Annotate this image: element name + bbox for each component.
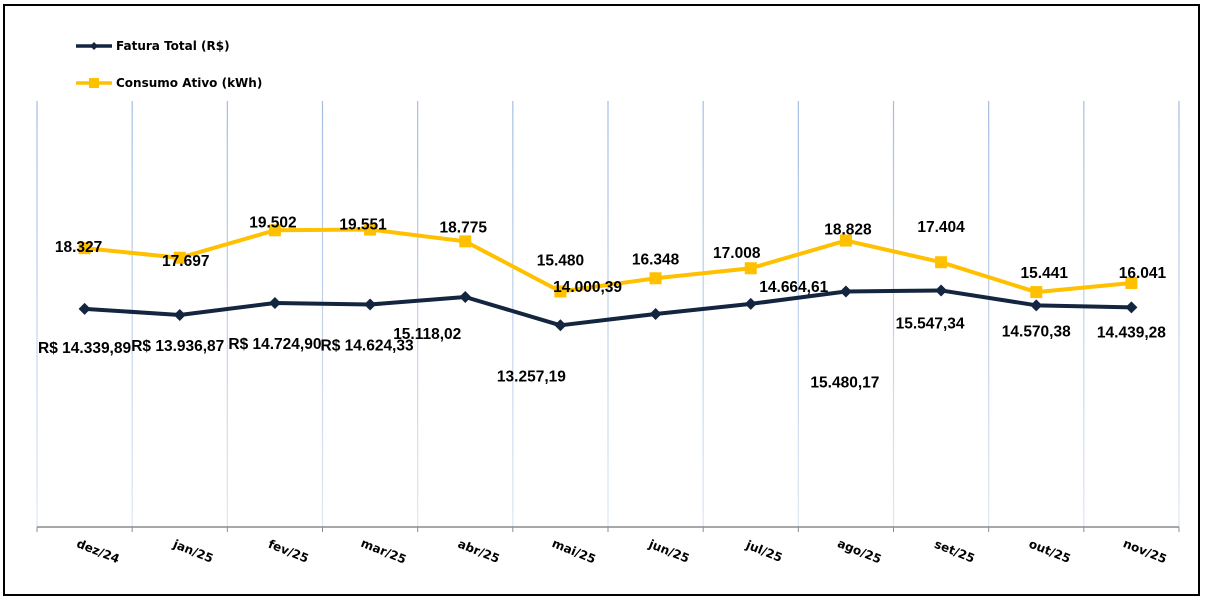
vertical-gridline	[131, 101, 133, 527]
x-tick-label: jul/25	[743, 537, 784, 565]
data-label-fatura: 13.257,19	[497, 368, 566, 385]
data-point-square	[839, 234, 852, 247]
data-point-diamond	[839, 285, 852, 298]
data-point-diamond	[268, 296, 281, 309]
data-point-diamond	[364, 298, 377, 311]
x-tick-label: abr/25	[456, 537, 502, 566]
data-label-fatura: 14.439,28	[1097, 324, 1166, 341]
vertical-gridline	[797, 101, 799, 527]
data-point-diamond	[173, 308, 186, 321]
series-fatura-total	[78, 284, 1138, 332]
data-labels: R$ 14.339,89 R$ 13.936,87 R$ 14.724,90 R$ 1…	[38, 214, 1166, 391]
data-point-square	[268, 224, 281, 237]
vertical-gridline	[1083, 101, 1085, 527]
vertical-gridline	[702, 101, 704, 527]
legend-label-consumo: Consumo Ativo (kWh)	[116, 76, 262, 90]
x-tick-label: nov/25	[1121, 536, 1169, 566]
data-label-consumo: 18.327	[55, 239, 102, 256]
data-label-consumo: 17.697	[162, 253, 209, 270]
series-layer	[78, 223, 1138, 332]
data-point-diamond	[554, 319, 567, 332]
data-label-consumo: 15.480	[537, 252, 584, 269]
x-tick-label: set/25	[932, 537, 976, 566]
vertical-gridline	[36, 101, 38, 527]
vertical-gridline	[1178, 101, 1180, 527]
data-point-diamond	[649, 307, 662, 320]
data-label-consumo: 19.551	[339, 217, 387, 234]
x-tick-label: jan/25	[170, 537, 215, 566]
data-point-square	[364, 223, 377, 236]
vertical-gridline	[226, 101, 228, 527]
series-consumo-ativo	[78, 223, 1138, 299]
data-label-consumo: 17.404	[917, 219, 965, 236]
data-point-square	[744, 262, 757, 275]
data-point-diamond	[1125, 301, 1138, 314]
data-label-consumo: 18.828	[824, 222, 872, 239]
data-point-diamond	[935, 284, 948, 297]
legend-label-fatura: Fatura Total (R$)	[116, 39, 230, 53]
legend-item-fatura[interactable]: Fatura Total (R$)	[76, 39, 230, 53]
x-tick-label: dez/24	[75, 536, 122, 566]
data-label-fatura: 14.000,39	[553, 279, 622, 296]
gridlines	[36, 101, 1180, 527]
series-line	[84, 227, 1132, 295]
data-label-consumo: 18.775	[440, 219, 488, 236]
vertical-gridline	[988, 101, 990, 527]
square-marker-icon	[89, 78, 99, 88]
data-point-diamond	[1030, 299, 1043, 312]
data-label-consumo: 15.441	[1021, 265, 1069, 282]
data-label-fatura: R$ 14.339,89	[38, 340, 131, 357]
x-axis	[36, 526, 1180, 532]
series-line	[84, 288, 1132, 328]
data-point-diamond	[459, 290, 472, 303]
x-tick-label: jun/25	[646, 537, 691, 566]
legend: Fatura Total (R$) Consumo Ativo (kWh)	[76, 39, 262, 90]
data-label-fatura: R$ 13.936,87	[131, 338, 224, 355]
data-point-square	[1125, 276, 1138, 289]
data-label-consumo: 19.502	[249, 214, 296, 231]
vertical-gridline	[607, 101, 609, 527]
data-label-fatura: 15.547,34	[896, 315, 965, 332]
diamond-marker-icon	[90, 42, 98, 50]
data-label-consumo: 16.348	[632, 251, 680, 268]
vertical-gridline	[512, 101, 514, 527]
vertical-gridline	[417, 101, 419, 527]
data-label-fatura: 14.570,38	[1002, 323, 1071, 340]
data-point-square	[1030, 286, 1043, 299]
x-tick-label: mar/25	[359, 536, 408, 567]
x-axis-tick-labels: dez/24 jan/25 fev/25 mar/25 abr/25 mai/25 jun/…	[75, 536, 1169, 567]
data-label-fatura: 15.118,02	[393, 326, 461, 343]
data-point-square	[554, 285, 567, 298]
data-point-diamond	[78, 302, 91, 315]
x-tick-label: ago/25	[835, 536, 883, 566]
data-point-square	[459, 235, 472, 248]
data-point-square	[78, 242, 91, 255]
vertical-gridline	[321, 101, 324, 527]
data-label-fatura: 14.664,61	[759, 279, 828, 296]
data-label-fatura: R$ 14.624,33	[321, 338, 414, 355]
data-label-fatura: R$ 14.724,90	[228, 336, 321, 353]
x-tick-label: out/25	[1027, 537, 1073, 566]
x-tick-label: fev/25	[266, 537, 310, 566]
data-point-diamond	[744, 297, 757, 310]
x-tick-label: mai/25	[550, 536, 598, 566]
data-label-consumo: 17.008	[713, 245, 761, 262]
data-point-square	[649, 272, 662, 285]
data-point-square	[935, 256, 948, 269]
legend-item-consumo[interactable]: Consumo Ativo (kWh)	[76, 76, 262, 90]
vertical-gridline	[892, 101, 895, 527]
data-point-square	[173, 251, 186, 264]
data-label-consumo: 16.041	[1119, 265, 1167, 282]
data-label-fatura: 15.480,17	[810, 374, 879, 391]
